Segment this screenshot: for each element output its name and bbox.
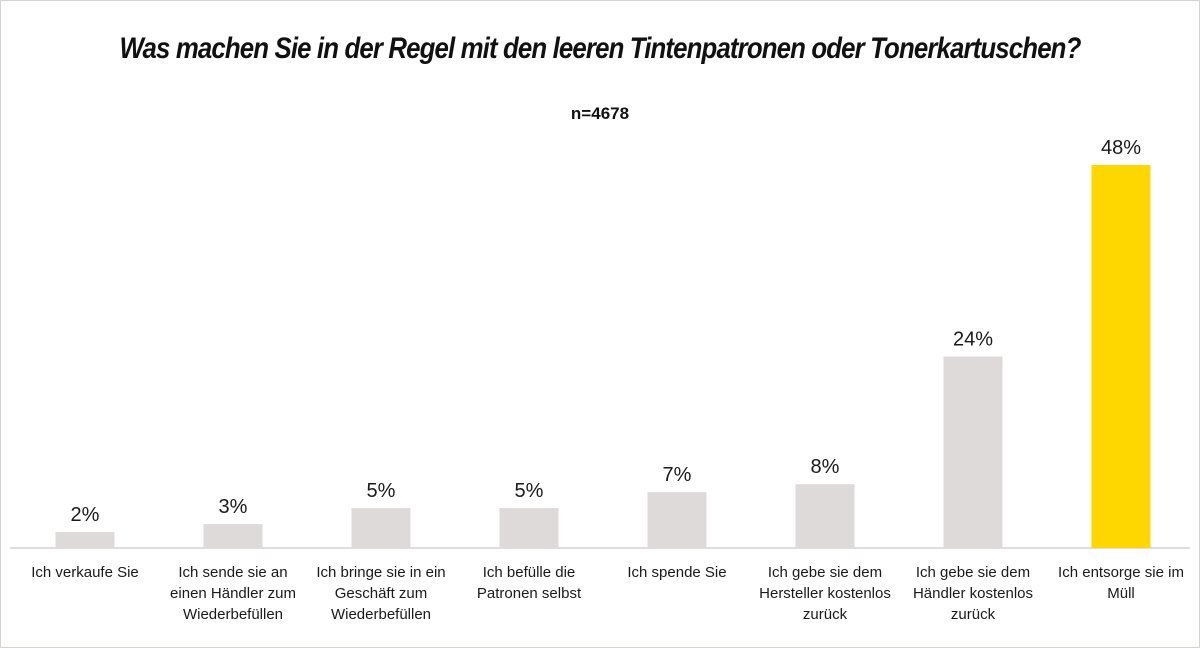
category-label: Ich befülle die Patronen selbst [476,564,582,602]
bar-value-label: 24% [953,329,993,351]
bar [203,524,263,548]
bar-value-label: 7% [663,464,692,486]
bar-value-label: 5% [367,480,396,502]
bar-value-label: 5% [515,480,544,502]
category-label: Ich sende sie an einen Händler zum Wiede… [170,564,296,623]
category-label: Ich bringe sie in ein Geschäft zum Wiede… [316,564,446,623]
bar-value-label: 8% [811,456,840,478]
bar-value-label: 2% [71,504,100,526]
bar [55,532,115,548]
bar [351,508,411,548]
category-label: Ich verkaufe Sie [31,564,139,581]
category-label: Ich gebe sie dem Hersteller kostenlos zu… [759,564,891,623]
chart-title: Was machen Sie in der Regel mit den leer… [119,32,1082,65]
bar [943,356,1003,548]
bar [647,492,707,548]
bar-value-label: 3% [219,496,248,518]
category-label: Ich gebe sie dem Händler kostenlos zurüc… [912,564,1034,623]
bar [795,484,855,548]
chart-subtitle: n=4678 [570,104,630,123]
category-label: Ich entsorge sie im Müll [1058,564,1184,602]
category-label: Ich spende Sie [627,564,727,581]
bar-value-label: 48% [1101,137,1141,159]
bar [1091,165,1151,548]
bar [499,508,559,548]
